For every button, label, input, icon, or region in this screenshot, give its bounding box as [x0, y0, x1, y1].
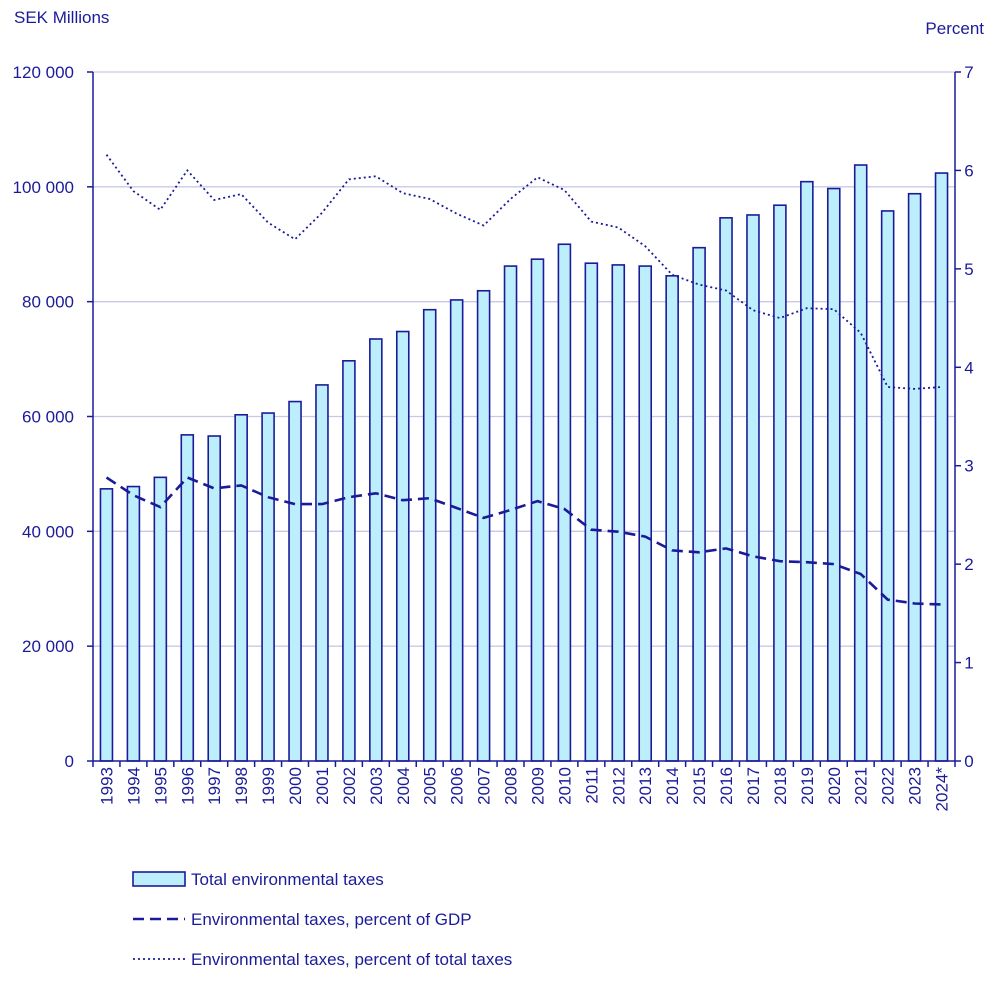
line-series [105, 154, 942, 606]
x-tick-label-2007: 2007 [475, 767, 494, 805]
left-tick-label: 40 000 [22, 522, 74, 541]
line-percent-of-total-taxes [105, 154, 942, 390]
x-tick-label-2011: 2011 [582, 767, 601, 804]
bar-2013 [638, 265, 653, 762]
legend: Total environmental taxes Environmental … [132, 870, 512, 969]
bar-2021 [853, 164, 868, 762]
x-tick-label-2019: 2019 [798, 767, 817, 805]
bar-2006 [449, 299, 464, 762]
x-tick-label-2021: 2021 [852, 767, 871, 805]
right-tick-label: 5 [964, 260, 973, 279]
grid [93, 71, 955, 647]
x-tick-label-2013: 2013 [636, 767, 655, 805]
right-tick-label: 6 [964, 161, 973, 180]
bar-2004 [395, 330, 410, 762]
bar-2019 [800, 180, 814, 762]
bar-2002 [342, 360, 356, 762]
bar-2016 [719, 217, 733, 762]
x-tick-label-1998: 1998 [232, 767, 251, 805]
right-tick-label: 4 [964, 358, 973, 377]
x-tick-label-2014: 2014 [663, 767, 682, 805]
bar-2018 [773, 204, 787, 762]
axes: 0 20 000 40 000 60 000 80 000 100 000 120 000 0… [13, 63, 974, 811]
bar-1995 [153, 476, 168, 762]
x-tick-label-2004: 2004 [394, 767, 413, 805]
x-tick-label-2022: 2022 [879, 767, 898, 805]
x-tick-label-2001: 2001 [313, 767, 332, 805]
x-tick-label-2005: 2005 [421, 767, 440, 805]
x-tick-label-2017: 2017 [744, 767, 763, 805]
x-tick-label-2002: 2002 [340, 767, 359, 805]
x-tick-label-2016: 2016 [717, 767, 736, 805]
bar-1993 [99, 488, 114, 762]
bar-series [99, 164, 949, 762]
x-tick-label-2020: 2020 [825, 767, 844, 805]
x-tick-label-2000: 2000 [286, 767, 305, 805]
bar-2024* [934, 172, 949, 762]
left-tick-label: 20 000 [22, 637, 74, 656]
left-tick-label: 120 000 [13, 63, 74, 82]
x-tick-label-2006: 2006 [448, 767, 467, 805]
right-tick-label: 7 [964, 63, 973, 82]
x-tick-label-2003: 2003 [367, 767, 386, 805]
bar-2020 [826, 187, 841, 762]
bar-2008 [503, 265, 518, 762]
bar-1998 [234, 413, 248, 762]
right-tick-label: 2 [964, 555, 973, 574]
x-tick-label-2018: 2018 [771, 767, 790, 805]
bar-1997 [207, 435, 222, 762]
x-tick-label-1995: 1995 [151, 767, 170, 805]
bar-2012 [611, 264, 626, 762]
legend-swatch-total-environmental-taxes [132, 871, 186, 887]
bar-2001 [315, 384, 329, 762]
left-tick-label: 60 000 [22, 408, 74, 427]
legend-label-percent-of-total-taxes: Environmental taxes, percent of total ta… [191, 950, 512, 969]
left-axis-title: SEK Millions [14, 8, 109, 27]
bar-2010 [557, 243, 572, 762]
left-tick-label: 80 000 [22, 293, 74, 312]
right-axis-title: Percent [925, 19, 984, 38]
legend-label-percent-of-gdp: Environmental taxes, percent of GDP [191, 910, 472, 929]
x-tick-label-1997: 1997 [205, 767, 224, 805]
bar-2003 [369, 338, 383, 762]
x-tick-label-1993: 1993 [97, 767, 116, 805]
right-tick-label: 3 [964, 457, 973, 476]
bar-2022 [880, 210, 895, 762]
x-tick-label-1999: 1999 [259, 767, 278, 805]
x-tick-label-2015: 2015 [690, 767, 709, 805]
x-tick-label-2009: 2009 [528, 767, 547, 805]
bar-2015 [692, 246, 706, 762]
bar-2014 [665, 275, 679, 762]
right-tick-label: 0 [964, 752, 973, 771]
x-tick-label-2012: 2012 [609, 767, 628, 805]
x-tick-label-2024*: 2024* [933, 767, 952, 812]
left-tick-label: 0 [65, 752, 74, 771]
bar-2017 [746, 214, 760, 762]
bar-1999 [261, 412, 275, 762]
bar-2023 [907, 192, 922, 762]
bar-2000 [288, 400, 302, 762]
x-tick-label-1996: 1996 [178, 767, 197, 805]
bar-2007 [476, 289, 491, 762]
x-tick-label-2023: 2023 [906, 767, 925, 805]
left-tick-label: 100 000 [13, 178, 74, 197]
bar-1994 [126, 485, 141, 762]
right-tick-label: 1 [964, 654, 973, 673]
x-tick-label-2008: 2008 [502, 767, 521, 805]
x-tick-label-2010: 2010 [555, 767, 574, 805]
bar-2009 [530, 258, 545, 762]
line-percent-of-gdp [105, 475, 942, 606]
bar-2005 [422, 308, 437, 762]
bar-2011 [584, 262, 599, 762]
legend-label-total-environmental-taxes: Total environmental taxes [191, 870, 384, 889]
x-tick-label-1994: 1994 [124, 767, 143, 805]
